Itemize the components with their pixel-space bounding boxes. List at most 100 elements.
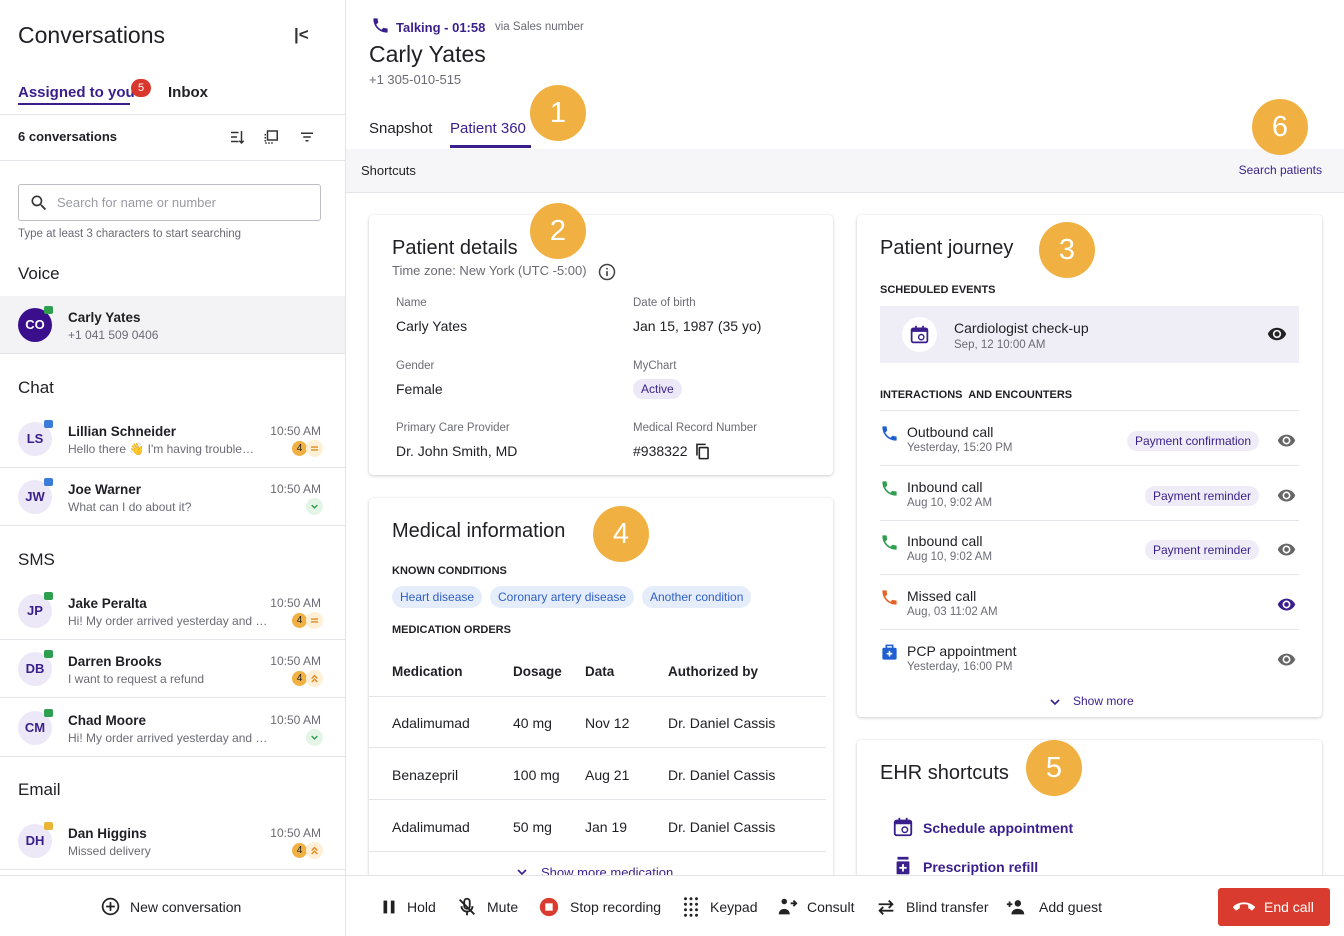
toolbar-button[interactable]: Consult — [807, 899, 855, 915]
card-title: Patient journey — [880, 237, 1014, 259]
toolbar-button[interactable]: Hold — [407, 899, 436, 915]
collapse-button[interactable]: |< — [294, 25, 309, 44]
table-cell: Jan 19 — [585, 819, 628, 835]
toolbar-icon[interactable] — [538, 896, 560, 918]
toolbar-button[interactable]: Keypad — [710, 899, 758, 915]
toolbar-icon-shape — [878, 899, 894, 915]
toolbar-icon[interactable] — [378, 896, 400, 918]
toolbar-icon-shape — [695, 908, 698, 912]
view-button[interactable] — [1277, 650, 1296, 669]
interaction-item[interactable]: Missed call Aug, 03 11:02 AM — [880, 575, 1299, 631]
table-header: Dosage — [513, 664, 562, 679]
toolbar-icon-shape — [383, 900, 388, 914]
tab-assigned[interactable]: Assigned to you — [18, 84, 135, 101]
divider — [369, 851, 826, 852]
channel-badge — [44, 306, 53, 314]
filter-button[interactable] — [298, 128, 316, 146]
shortcut-icon-shape — [897, 856, 909, 860]
copy-icon-shape — [698, 446, 709, 460]
conversation-item[interactable]: JW Joe Warner What can I do about it? 10:50… — [0, 468, 345, 526]
toolbar-button[interactable]: Stop recording — [570, 899, 662, 915]
view-button-shape — [1277, 543, 1296, 556]
shortcut-icon — [892, 855, 914, 875]
view-button[interactable] — [1267, 324, 1287, 344]
end-call-button[interactable]: End call — [1218, 888, 1330, 926]
unread-badge: 5 — [131, 79, 151, 97]
toolbar-icon[interactable] — [875, 896, 897, 918]
toolbar-button[interactable]: Add guest — [1039, 899, 1103, 915]
toolbar-icon[interactable] — [456, 896, 478, 918]
interaction-time: Yesterday, 15:20 PM — [907, 442, 1013, 454]
view-button[interactable] — [1277, 431, 1296, 450]
interaction-item[interactable]: Inbound call Aug 10, 9:02 AM Payment remin… — [880, 466, 1299, 521]
conversation-item[interactable]: CM Chad Moore Hi! My order arrived yesterd… — [0, 698, 345, 757]
search-input[interactable]: Search for name or number — [18, 184, 321, 221]
toolbar-icon-shape — [539, 897, 559, 917]
toolbar-icon[interactable] — [1005, 896, 1027, 918]
section-title: Voice — [18, 264, 60, 283]
view-button-shape — [1267, 327, 1287, 341]
view-button[interactable] — [1277, 540, 1296, 559]
tab-patient-360[interactable]: Patient 360 — [450, 120, 526, 137]
show-more-link[interactable]: Show more medication — [541, 865, 674, 875]
interaction-type: Missed call — [907, 588, 977, 605]
field-value: Female — [396, 380, 443, 397]
table-cell: Adalimumad — [392, 715, 470, 731]
sort-button[interactable] — [228, 128, 246, 146]
toolbar-icon[interactable] — [680, 896, 702, 918]
new-conversation-button[interactable]: New conversation — [130, 899, 242, 915]
conversation-item[interactable]: DB Darren Brooks I want to request a refun… — [0, 640, 345, 698]
call-icon-shape — [373, 18, 388, 33]
toolbar-icon-shape — [781, 898, 787, 905]
section-title: Email — [18, 780, 61, 799]
tab-snapshot[interactable]: Snapshot — [369, 120, 433, 137]
shortcut-link[interactable]: Prescription refill — [923, 859, 1039, 875]
interaction-icon-shape — [885, 644, 894, 650]
divider — [369, 696, 826, 697]
search-patients-link[interactable]: Search patients — [1238, 163, 1322, 177]
view-button[interactable] — [1277, 595, 1296, 614]
show-more-link[interactable]: Show more — [1073, 694, 1134, 708]
toolbar-button[interactable]: Blind transfer — [906, 899, 989, 915]
conversation-item[interactable]: LS Lillian Schneider Hello there 👋 I'm hav… — [0, 409, 345, 468]
condition-chip: Coronary artery disease — [490, 586, 635, 608]
interaction-type: Inbound call — [907, 478, 983, 495]
view-button-shape — [1277, 598, 1296, 611]
toolbar-icon[interactable] — [776, 896, 798, 918]
interaction-tag: Payment reminder — [1144, 540, 1259, 561]
select-button-shape — [266, 130, 278, 141]
plus-icon[interactable] — [100, 896, 121, 917]
end-call-icon — [1233, 896, 1255, 918]
field-label: MyChart — [633, 359, 677, 372]
shortcut-link[interactable]: Schedule appointment — [923, 820, 1074, 836]
event-icon-shape — [910, 325, 929, 344]
table-header: Authorized by — [668, 664, 758, 679]
interaction-item[interactable]: PCP appointment Yesterday, 16:00 PM — [880, 630, 1299, 684]
section-title: SMS — [18, 549, 55, 569]
toolbar-button[interactable]: Mute — [487, 899, 519, 915]
info-icon[interactable] — [597, 262, 617, 282]
scheduled-event[interactable]: Cardiologist check-up Sep, 12 10:00 AM — [880, 306, 1299, 363]
shortcuts-bar: Shortcuts Search patients — [346, 149, 1344, 193]
view-button[interactable] — [1277, 486, 1296, 505]
copy-icon[interactable] — [693, 442, 712, 461]
select-button[interactable] — [263, 128, 281, 146]
view-button-shape — [1277, 489, 1296, 502]
card-title: Medical information — [392, 520, 566, 542]
interaction-icon — [880, 479, 899, 498]
toolbar-icon-shape — [1014, 900, 1022, 907]
patient-details-card: Patient details Time zone: New York (UTC … — [369, 215, 833, 475]
channel-badge — [44, 650, 53, 658]
conversation-item[interactable]: DH Dan Higgins Missed delivery 10:50 AM 4 — [0, 812, 345, 870]
interaction-item[interactable]: Inbound call Aug 10, 9:02 AM Payment remin… — [880, 520, 1299, 576]
conversation-item[interactable]: JP Jake Peralta Hi! My order arrived yeste… — [0, 581, 345, 640]
shortcut-icon-shape — [896, 856, 910, 875]
tab-inbox[interactable]: Inbox — [168, 84, 208, 101]
contact-name: Carly Yates — [68, 310, 141, 325]
conversation-item[interactable]: CO Carly Yates +1 041 509 0406 — [0, 296, 345, 354]
event-icon — [909, 324, 930, 345]
interaction-icon-shape — [882, 590, 897, 605]
divider — [880, 410, 1299, 411]
interaction-item[interactable]: Outbound call Yesterday, 15:20 PM Payment … — [880, 411, 1299, 466]
